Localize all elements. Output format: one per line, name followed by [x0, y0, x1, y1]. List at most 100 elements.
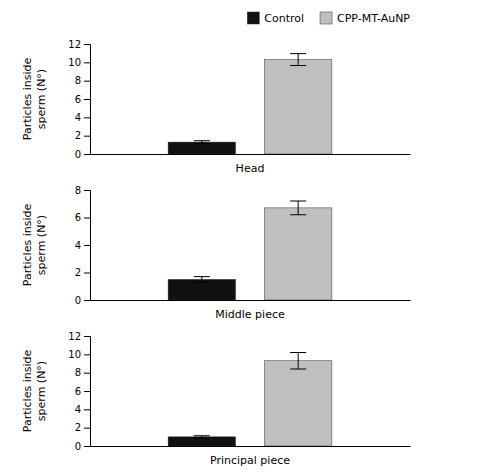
error-bar-cap: [290, 53, 306, 54]
error-bar-cap: [290, 352, 306, 353]
y-tick-mark: [84, 190, 90, 191]
error-bar-stem: [298, 353, 299, 370]
y-tick: 0: [75, 295, 90, 306]
x-axis: [91, 446, 411, 447]
error-bar-cap: [194, 140, 210, 141]
y-tick-label: 6: [75, 94, 81, 105]
y-axis-line: [84, 45, 91, 155]
chart-panel: 0 2 4 6 8 10 12 Head Particles insidesperm (N°): [21, 39, 410, 175]
error-bar-cap: [290, 214, 306, 215]
error-bar-cap: [290, 201, 306, 202]
plot-marks: [168, 54, 332, 154]
y-tick-mark: [84, 62, 90, 63]
x-axis-title: Head: [236, 162, 265, 175]
bar: [168, 142, 235, 154]
y-tick-label: 4: [75, 404, 81, 415]
bar: [264, 361, 331, 446]
y-tick-mark: [84, 300, 90, 301]
y-axis-title-line: Particles inside: [21, 350, 34, 433]
y-axis-line: [84, 337, 91, 447]
y-tick-mark: [84, 354, 90, 355]
y-tick-mark: [84, 245, 90, 246]
x-axis-title: Principal piece: [210, 454, 290, 467]
y-tick-mark: [84, 446, 90, 447]
y-tick-label: 10: [68, 57, 81, 68]
y-axis-title-line: sperm (N°): [35, 215, 48, 275]
y-tick-label: 12: [68, 331, 81, 342]
y-tick: 6: [75, 212, 90, 223]
y-tick-label: 4: [75, 112, 81, 123]
bar: [168, 437, 235, 446]
y-axis-title: Particles insidesperm (N°): [21, 58, 47, 141]
y-tick-label: 0: [75, 441, 81, 452]
y-tick: 4: [75, 112, 90, 123]
y-tick-mark: [84, 154, 90, 155]
y-tick: 0: [75, 149, 90, 160]
y-tick-label: 8: [75, 367, 81, 378]
y-tick: 8: [75, 367, 90, 378]
y-axis: 0 2 4 6 8 10 12: [68, 331, 90, 452]
error-bar: [194, 277, 210, 283]
y-tick-mark: [84, 218, 90, 219]
y-tick: 6: [75, 386, 90, 397]
error-bar-cap: [194, 282, 210, 283]
y-tick: 2: [75, 422, 90, 433]
y-tick-label: 6: [75, 212, 81, 223]
legend-item: Control: [247, 12, 304, 25]
y-tick-label: 8: [75, 75, 81, 86]
y-tick: 6: [75, 94, 90, 105]
y-tick: 8: [75, 185, 90, 196]
chart-panel: 0 2 4 6 8 10 12 Principal piece Particles inside…: [21, 331, 410, 467]
y-tick-label: 10: [68, 349, 81, 360]
y-tick-mark: [84, 273, 90, 274]
y-tick-mark: [84, 44, 90, 45]
y-tick-label: 2: [75, 267, 81, 278]
y-axis-title-line: sperm (N°): [35, 69, 48, 129]
y-axis: 0 2 4 6 8 10 12: [68, 39, 90, 160]
x-axis-line: [91, 154, 411, 155]
plot-marks: [168, 201, 332, 300]
y-tick-mark: [84, 336, 90, 337]
y-axis-title-line: Particles inside: [21, 204, 34, 287]
legend-label: Control: [264, 12, 304, 25]
legend: Control CPP-MT-AuNP: [247, 12, 410, 25]
error-bar-cap: [290, 65, 306, 66]
error-bar-cap: [194, 143, 210, 144]
y-tick-mark: [84, 391, 90, 392]
y-tick: 2: [75, 130, 90, 141]
y-tick-mark: [84, 409, 90, 410]
y-axis-title-line: sperm (N°): [35, 361, 48, 421]
y-tick-label: 4: [75, 240, 81, 251]
x-axis: [91, 300, 411, 301]
y-tick: 12: [68, 331, 90, 342]
y-tick-mark: [84, 81, 90, 82]
legend-swatch: [247, 12, 259, 24]
y-axis-title: Particles insidesperm (N°): [21, 350, 47, 433]
error-bar-stem: [298, 54, 299, 66]
bar: [168, 279, 235, 300]
figure: 024681012HeadParticles insidesperm (N°)C…: [0, 0, 500, 472]
error-bar-stem: [201, 277, 202, 283]
error-bar-cap: [290, 369, 306, 370]
y-tick-mark: [84, 373, 90, 374]
legend-item: CPP-MT-AuNP: [320, 12, 410, 25]
x-axis-title: Middle piece: [215, 308, 285, 321]
y-tick: 10: [68, 349, 90, 360]
y-tick-label: 0: [75, 295, 81, 306]
error-bar: [194, 141, 210, 144]
error-bar: [290, 201, 306, 215]
legend-label: CPP-MT-AuNP: [337, 12, 410, 25]
error-bar: [290, 353, 306, 370]
y-tick: 0: [75, 441, 90, 452]
error-bar: [194, 436, 210, 438]
y-tick-label: 0: [75, 149, 81, 160]
y-tick: 4: [75, 240, 90, 251]
y-tick: 12: [68, 39, 90, 50]
y-tick: 4: [75, 404, 90, 415]
y-axis-title: Particles insidesperm (N°): [21, 204, 47, 287]
y-axis-line: [84, 191, 91, 301]
y-tick: 2: [75, 267, 90, 278]
error-bar-stem: [298, 201, 299, 215]
bar: [264, 60, 331, 154]
legend-swatch: [320, 12, 332, 24]
